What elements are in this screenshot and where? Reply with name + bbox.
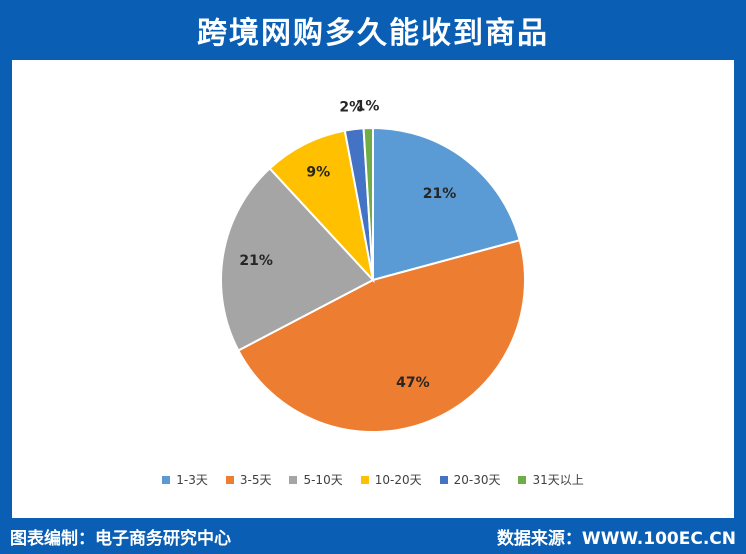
pie-slice-0 <box>372 126 521 282</box>
pie-chart: 21% 47% 21% 9% 2%1% <box>220 98 526 433</box>
footer-bar: 图表编制：电子商务研究中心 数据来源：WWW.100EC.CN <box>0 518 746 554</box>
slice-label-1: 47% <box>396 375 430 391</box>
legend-label: 3-5天 <box>239 473 272 487</box>
legend-label: 1-3天 <box>176 473 208 487</box>
legend-swatch <box>439 475 448 484</box>
legend-item-4: 20-30天 <box>439 471 501 488</box>
legend-item-3: 10-20天 <box>360 471 422 488</box>
slice-label-0: 21% <box>423 186 457 202</box>
legend-swatch <box>518 475 527 484</box>
legend-label: 31天以上 <box>532 473 584 487</box>
slice-label-4: 2% <box>339 100 363 116</box>
pie-slice-2 <box>220 167 375 352</box>
chart-legend: 1-3天 3-5天 5-10天 10-20天 20-30天 31天以上 <box>12 471 734 488</box>
footer-source: 数据来源：WWW.100EC.CN <box>496 528 736 549</box>
legend-label: 5-10天 <box>303 473 343 487</box>
legend-item-1: 3-5天 <box>225 471 272 488</box>
chart-title: 跨境网购多久能收到商品 <box>197 16 549 51</box>
legend-item-2: 5-10天 <box>289 471 343 488</box>
footer-compiler: 图表编制：电子商务研究中心 <box>10 528 231 549</box>
slice-label-3: 9% <box>306 164 330 180</box>
slice-label-2: 21% <box>239 253 273 269</box>
slice-label-5: 1% <box>356 98 380 114</box>
pie-slice-5 <box>362 126 374 281</box>
legend-item-0: 1-3天 <box>162 471 208 488</box>
legend-swatch <box>225 475 234 484</box>
legend-swatch <box>289 475 298 484</box>
legend-label: 20-30天 <box>453 473 501 487</box>
legend-swatch <box>162 475 171 484</box>
legend-item-5: 31天以上 <box>518 471 584 488</box>
chart-panel: 21% 47% 21% 9% 2% 1% 1-3天 3-5天 5-10天 10-20天 20-30… <box>12 60 734 518</box>
pie-slice-3 <box>268 129 375 284</box>
pie-slice-1 <box>236 239 526 433</box>
legend-label: 10-20天 <box>374 473 422 487</box>
legend-swatch <box>360 475 369 484</box>
title-bar: 跨境网购多久能收到商品 <box>0 0 746 60</box>
